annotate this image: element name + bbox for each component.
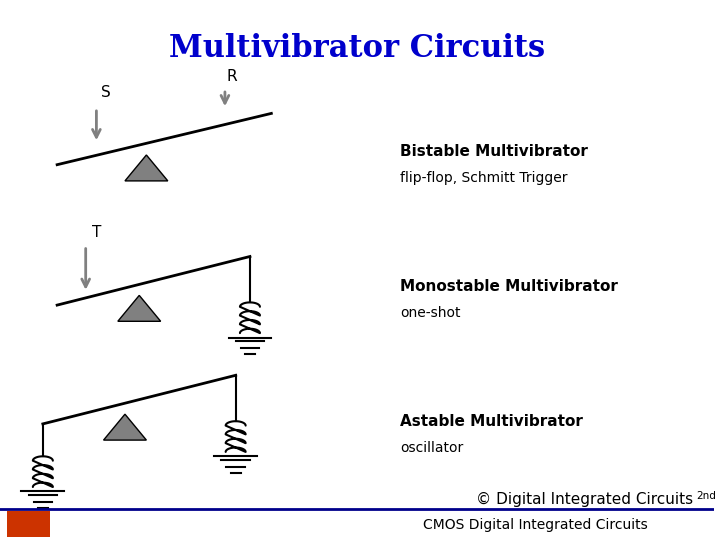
Text: one-shot: one-shot [400,306,460,320]
Text: oscillator: oscillator [400,441,463,455]
Polygon shape [118,295,161,321]
Text: Multivibrator Circuits: Multivibrator Circuits [169,33,545,64]
Text: © Digital Integrated Circuits: © Digital Integrated Circuits [475,492,693,507]
Text: Bistable Multivibrator: Bistable Multivibrator [400,144,588,159]
Polygon shape [104,414,146,440]
FancyBboxPatch shape [7,511,50,537]
Text: 2nd: 2nd [696,491,716,501]
Text: flip-flop, Schmitt Trigger: flip-flop, Schmitt Trigger [400,171,567,185]
Text: CMOS Digital Integrated Circuits: CMOS Digital Integrated Circuits [423,518,648,532]
Polygon shape [125,155,168,181]
Text: S: S [101,85,111,100]
Text: 46: 46 [22,517,42,532]
Text: Astable Multivibrator: Astable Multivibrator [400,414,582,429]
Text: R: R [227,69,238,84]
Text: T: T [91,225,101,240]
Text: Monostable Multivibrator: Monostable Multivibrator [400,279,618,294]
